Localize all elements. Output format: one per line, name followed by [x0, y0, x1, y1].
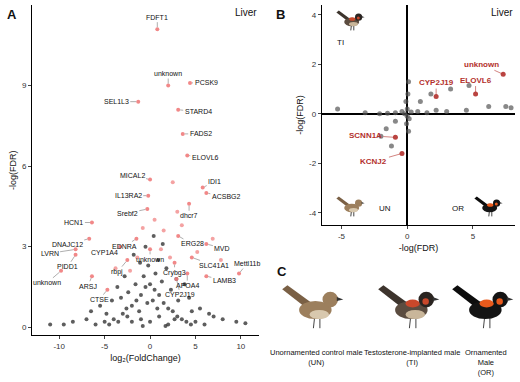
svg-text:-10: -10: [53, 342, 65, 351]
svg-text:0: 0: [148, 342, 153, 351]
svg-text:MICAL2: MICAL2: [120, 172, 145, 179]
svg-text:HCN1: HCN1: [64, 219, 83, 226]
svg-text:FADS2: FADS2: [190, 130, 212, 137]
svg-text:-5: -5: [101, 342, 109, 351]
svg-text:5: 5: [471, 232, 476, 241]
svg-text:Mettl11b: Mettl11b: [234, 260, 260, 267]
svg-text:LAMB3: LAMB3: [213, 277, 236, 284]
svg-text:unknown: unknown: [464, 60, 499, 69]
svg-text:STARD4: STARD4: [185, 108, 212, 115]
svg-text:CYP2J19: CYP2J19: [165, 291, 195, 298]
svg-text:SEL1L3: SEL1L3: [104, 98, 129, 105]
svg-text:9: 9: [22, 81, 27, 90]
svg-text:3: 3: [22, 242, 27, 251]
svg-text:5: 5: [193, 342, 198, 351]
svg-text:Crybg3: Crybg3: [163, 269, 186, 277]
svg-text:C: C: [277, 264, 287, 279]
svg-text:Srebf2: Srebf2: [117, 210, 138, 217]
svg-text:ACSBG2: ACSBG2: [212, 193, 241, 200]
svg-text:PIDD1: PIDD1: [57, 263, 78, 270]
svg-text:EDNRA: EDNRA: [112, 243, 137, 250]
svg-text:-log(FDR): -log(FDR): [399, 243, 439, 253]
svg-text:ARSJ: ARSJ: [79, 283, 97, 290]
svg-text:2: 2: [312, 60, 317, 69]
svg-text:UN: UN: [379, 204, 391, 213]
svg-text:-log(FDR): -log(FDR): [8, 150, 18, 190]
svg-text:Unornamented control male(UN): Unornamented control male(UN): [270, 348, 363, 367]
svg-text:MVD: MVD: [214, 245, 230, 252]
svg-text:ELOVL6: ELOVL6: [460, 76, 492, 85]
svg-text:-log(FDR): -log(FDR): [295, 95, 305, 135]
svg-text:PCSK9: PCSK9: [195, 79, 218, 86]
svg-text:B: B: [276, 7, 285, 22]
svg-text:-5: -5: [338, 232, 346, 241]
svg-text:Testosterone-implanted male(TI: Testosterone-implanted male(TI): [364, 348, 460, 367]
svg-text:LVRN: LVRN: [41, 250, 59, 257]
svg-text:APOA4: APOA4: [176, 282, 199, 289]
svg-text:CYP1A4: CYP1A4: [91, 249, 118, 256]
svg-text:log₂(FoldChange): log₂(FoldChange): [110, 353, 181, 363]
svg-text:SCNN1A: SCNN1A: [349, 131, 382, 140]
svg-text:A: A: [7, 7, 17, 22]
svg-text:CTSE: CTSE: [90, 296, 109, 303]
svg-text:CYP2J19: CYP2J19: [419, 78, 454, 87]
svg-text:0: 0: [22, 323, 27, 332]
svg-text:TI: TI: [337, 38, 344, 47]
svg-text:dhcr7: dhcr7: [180, 212, 198, 219]
svg-text:10: 10: [236, 342, 245, 351]
svg-text:FDFT1: FDFT1: [146, 14, 168, 21]
svg-text:0: 0: [405, 232, 410, 241]
svg-text:DNAJC12: DNAJC12: [52, 241, 83, 248]
svg-text:IDI1: IDI1: [208, 178, 221, 185]
svg-text:SLC41A1: SLC41A1: [199, 262, 229, 269]
svg-text:-4: -4: [309, 209, 317, 218]
svg-text:OR: OR: [452, 204, 464, 213]
svg-text:Liver: Liver: [491, 7, 513, 18]
svg-text:Liver: Liver: [235, 7, 257, 18]
svg-text:ERG28: ERG28: [181, 240, 204, 247]
svg-text:4: 4: [312, 11, 317, 20]
svg-text:unknown: unknown: [154, 70, 182, 77]
svg-text:IL13RA2: IL13RA2: [115, 192, 142, 199]
svg-text:0: 0: [312, 110, 317, 119]
svg-text:-2: -2: [309, 159, 317, 168]
svg-text:unknown: unknown: [136, 256, 164, 263]
svg-text:OrnamentedMale(OR): OrnamentedMale(OR): [465, 348, 507, 377]
svg-text:unknown: unknown: [33, 279, 61, 286]
svg-text:ELOVL6: ELOVL6: [192, 154, 219, 161]
svg-text:KCNJ2: KCNJ2: [360, 157, 387, 166]
svg-text:6: 6: [22, 162, 27, 171]
svg-text:rbpj: rbpj: [111, 268, 123, 276]
